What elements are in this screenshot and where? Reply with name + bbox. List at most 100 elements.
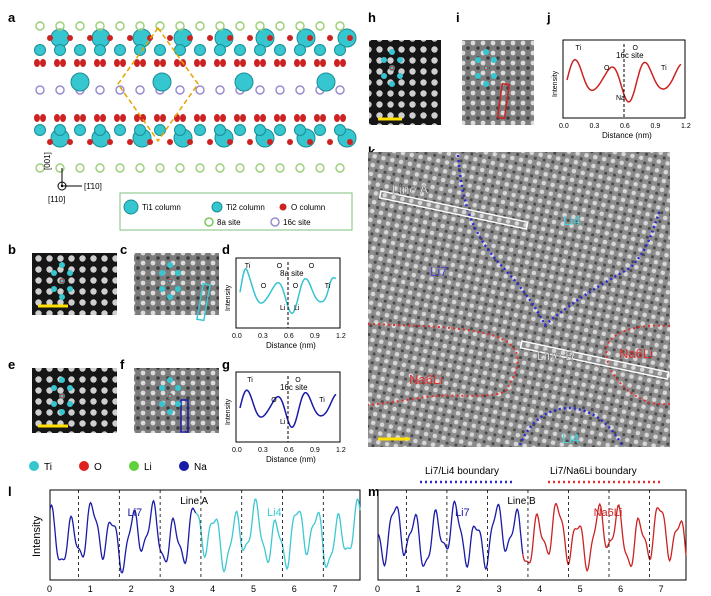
boundary-li7-li4 (456, 154, 662, 327)
region-li4-top: Li4 (563, 213, 580, 228)
ti2-atom (254, 124, 266, 136)
o-atom (307, 139, 313, 145)
legend-8a: 8a site (217, 218, 241, 227)
boundary-li4-bottom (518, 406, 624, 446)
tick-label: 0.0 (559, 123, 569, 130)
key-dot-o (79, 461, 89, 471)
peak-label: O (293, 283, 299, 290)
o-atom (87, 139, 93, 145)
overlay-ti (59, 294, 65, 300)
profile-j: 16c site Ti O O Ti Na 0.0 0.3 0.6 0.9 1.2 Distance … (552, 39, 691, 140)
x-axis-label: Distance (nm) (266, 455, 316, 464)
site-16c (115, 85, 125, 95)
o-atom (127, 35, 133, 41)
ti2-atom (134, 124, 146, 136)
o-atom (327, 35, 333, 41)
overlay-ti (51, 385, 57, 391)
profile-g: 16c site Ti O O Ti Li 0.0 0.3 0.6 0.9 1.2 Distance … (225, 371, 346, 464)
overlay-ti (67, 270, 73, 276)
o-atom (314, 59, 320, 67)
site-16c (35, 85, 45, 95)
tick-label: 1 (88, 584, 93, 594)
tick-label: 4 (537, 584, 542, 594)
ti2-atom (54, 44, 66, 56)
overlay-ti (59, 262, 65, 268)
segment-label: Li4 (267, 507, 282, 519)
tick-label: 7 (659, 584, 664, 594)
ti2-atom (54, 124, 66, 136)
axis-110: [110] (48, 195, 65, 204)
o-atom (200, 59, 206, 67)
tick-label: 0.0 (232, 333, 242, 340)
o-atom (147, 139, 153, 145)
legend-ti1: Ti1 column (142, 203, 181, 212)
ti2-atom (74, 124, 86, 136)
ti1-atom (316, 72, 336, 92)
tick-label: 0.9 (651, 123, 661, 130)
site-label: Na (616, 95, 625, 102)
tick-label: 0 (375, 584, 380, 594)
site-8a (135, 21, 145, 31)
overlay-o (167, 393, 173, 399)
panel-k: Line A Line B Li4 Li7 Na6Li Na6Li Li4 Li… (367, 152, 671, 484)
o-atom (40, 59, 46, 67)
site-8a (215, 21, 225, 31)
ti2-atom (174, 44, 186, 56)
panel-label-b: b (8, 242, 16, 257)
overlay-ti (51, 286, 57, 292)
region-na6li-right: Na6Li (619, 346, 653, 361)
o-atom (187, 139, 193, 145)
ti2-atom (94, 124, 106, 136)
overlay-o (167, 278, 173, 284)
o-atom (134, 114, 140, 122)
o-atom (154, 114, 160, 122)
o-atom (87, 35, 93, 41)
key-label-ti: Ti (44, 462, 52, 473)
o-atom (80, 114, 86, 122)
region-li4-bottom: Li4 (562, 431, 579, 446)
site-8a (335, 21, 345, 31)
o-atom (140, 114, 146, 122)
tick-label: 6 (618, 584, 623, 594)
overlay-ti (59, 409, 65, 415)
line-a-label: Line A (392, 182, 428, 197)
o-atom (234, 114, 240, 122)
ti2-atom (94, 44, 106, 56)
o-atom (160, 59, 166, 67)
site-16c (95, 85, 105, 95)
site-8a (295, 21, 305, 31)
o-atom (334, 59, 340, 67)
overlay-ti (175, 286, 181, 292)
o-atom (107, 35, 113, 41)
ti1-atom (296, 28, 316, 48)
site-8a (35, 21, 45, 31)
profile-m: Line B Li7 Na6Li 0 1 2 3 4 5 6 7 (375, 489, 687, 594)
overlay-ti (67, 286, 73, 292)
o-atom (194, 114, 200, 122)
ti2-atom (314, 124, 326, 136)
overlay-ti (483, 81, 489, 87)
site-8a (195, 163, 205, 173)
line-b-label: Line B (537, 348, 574, 363)
site-8a (75, 21, 85, 31)
panel-a-structure (34, 21, 357, 173)
overlay-ti (381, 73, 387, 79)
tick-label: 0.6 (620, 123, 630, 130)
o-atom (260, 59, 266, 67)
site-16c (215, 85, 225, 95)
o-atom (67, 139, 73, 145)
profile-segment (377, 500, 524, 571)
ti2-atom (234, 44, 246, 56)
site-8a (155, 163, 165, 173)
ti2-atom (34, 124, 46, 136)
legend-o: O column (291, 203, 325, 212)
x-axis-label: Distance (nm) (266, 341, 316, 350)
o-atom (300, 114, 306, 122)
overlay-ti (167, 262, 173, 268)
key-label-li: Li (144, 462, 152, 473)
tick-label: 6 (292, 584, 297, 594)
axis-1-10: [1̄10] (84, 182, 102, 191)
o-atom (154, 59, 160, 67)
o-atom (280, 59, 286, 67)
ti2-atom (254, 44, 266, 56)
